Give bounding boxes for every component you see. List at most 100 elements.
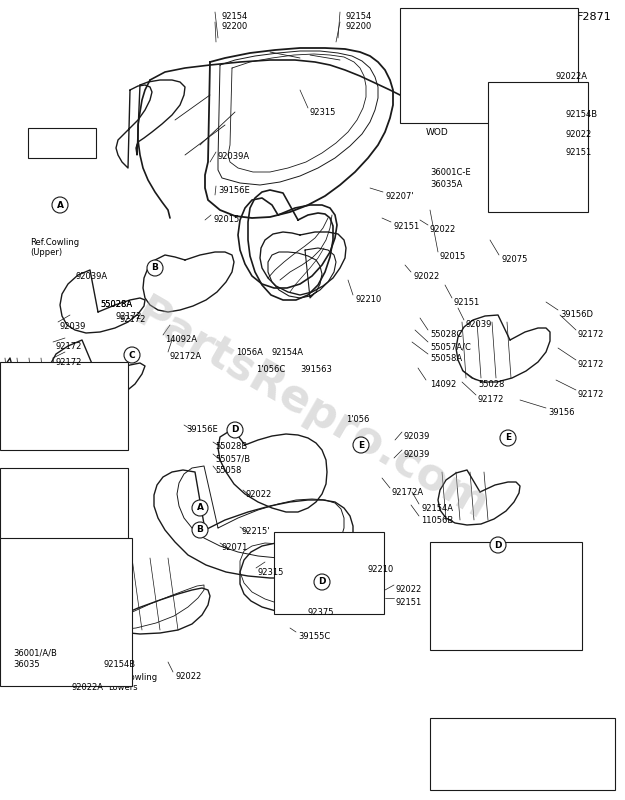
Text: 55028B: 55028B (215, 442, 248, 451)
Bar (274, 532, 384, 614)
Text: 92210: 92210 (368, 565, 394, 574)
Text: 92015: 92015 (213, 215, 239, 224)
Text: 92215': 92215' (242, 527, 271, 536)
Text: Black: Black (4, 378, 27, 387)
Text: 92022A: 92022A (555, 72, 587, 81)
Text: WD: WD (460, 636, 476, 645)
Text: 92172: 92172 (120, 315, 146, 324)
Text: Lowers: Lowers (108, 683, 138, 692)
Text: 39155C: 39155C (298, 632, 330, 641)
Text: 11056B: 11056B (421, 516, 453, 525)
Text: 92172: 92172 (55, 358, 81, 367)
Text: 92022A: 92022A (72, 683, 104, 692)
Text: 36035: 36035 (13, 660, 39, 669)
Text: D: D (318, 578, 326, 586)
Text: 92151: 92151 (454, 298, 480, 307)
Text: 92172: 92172 (578, 390, 604, 399)
Text: 14092A: 14092A (165, 335, 197, 344)
Text: 92200: 92200 (345, 22, 371, 31)
Text: 92375: 92375 (308, 608, 334, 617)
Text: 55058A: 55058A (430, 354, 462, 363)
Text: 92172: 92172 (115, 312, 141, 321)
Bar (0, 538, 132, 686)
Text: 92200: 92200 (222, 22, 248, 31)
Text: (36035/A)   (JGF): (36035/A) (JGF) (4, 366, 74, 375)
Text: 92022: 92022 (430, 225, 456, 234)
Text: 92039A: 92039A (218, 152, 250, 161)
Text: 92315: 92315 (258, 568, 284, 577)
Text: 92022: 92022 (565, 130, 591, 139)
Bar (0, 468, 128, 576)
Text: 92022: 92022 (245, 490, 271, 499)
Text: WOD: WOD (426, 128, 449, 137)
Circle shape (192, 500, 208, 516)
Text: 92172: 92172 (578, 330, 604, 339)
Text: 55028: 55028 (478, 380, 504, 389)
Text: 55028C: 55028C (430, 330, 462, 339)
Bar (430, 718, 615, 790)
Text: 36001C-E: 36001C-E (430, 168, 471, 177)
Text: 92071: 92071 (222, 543, 248, 552)
Text: 92172: 92172 (478, 395, 504, 404)
Text: 92154B: 92154B (103, 660, 135, 669)
Text: D: D (494, 541, 502, 550)
Text: 92151: 92151 (565, 148, 591, 157)
Text: (Upper): (Upper) (30, 248, 62, 257)
Circle shape (490, 537, 506, 553)
Text: 92039: 92039 (404, 432, 431, 441)
Text: 92172A: 92172A (170, 352, 202, 361)
Text: Ref.Cowling: Ref.Cowling (30, 238, 79, 247)
Text: 391563: 391563 (300, 365, 332, 374)
Text: (55058/A): (55058/A) (452, 758, 498, 767)
Text: 92210: 92210 (355, 295, 381, 304)
Text: Gray/Green: Gray/Green (539, 730, 591, 739)
Text: (55057B/C): (55057B/C) (449, 730, 501, 739)
Text: 92172: 92172 (578, 360, 604, 369)
Text: 55057/B: 55057/B (215, 454, 250, 463)
Text: 1'056C: 1'056C (256, 365, 285, 374)
Text: 55028A: 55028A (100, 300, 132, 309)
Circle shape (124, 347, 140, 363)
Text: 92207': 92207' (385, 192, 414, 201)
Text: 55057A/C: 55057A/C (430, 342, 471, 351)
Text: 92151: 92151 (393, 222, 419, 231)
Circle shape (147, 260, 163, 276)
Text: F2871: F2871 (578, 12, 612, 22)
Text: 92022: 92022 (413, 272, 439, 281)
Text: E: E (358, 441, 364, 450)
Text: A: A (56, 201, 64, 210)
Text: 92022: 92022 (396, 585, 422, 594)
Text: 92154B: 92154B (565, 110, 597, 119)
Text: 36035A: 36035A (430, 180, 462, 189)
Text: 92154A: 92154A (421, 504, 453, 513)
Text: E: E (505, 434, 511, 442)
Text: Lowers: Lowers (524, 112, 554, 121)
Text: B: B (196, 526, 204, 534)
Bar (430, 542, 582, 650)
Text: PartsRepro.com: PartsRepro.com (128, 291, 496, 529)
Text: (55028B/C)  (JHF): (55028B/C) (JHF) (404, 16, 482, 25)
Circle shape (52, 197, 68, 213)
Text: 14092: 14092 (430, 380, 456, 389)
Text: D: D (231, 426, 239, 434)
Bar (488, 82, 588, 212)
Text: 1'056: 1'056 (346, 415, 369, 424)
Text: 92015: 92015 (440, 252, 466, 261)
Text: (55058/A): (55058/A) (434, 558, 476, 567)
Text: 92039: 92039 (60, 322, 86, 331)
Bar (0, 362, 128, 450)
Text: FRONT: FRONT (39, 142, 84, 154)
Text: 92022: 92022 (175, 672, 201, 681)
Text: 92075: 92075 (501, 255, 528, 264)
Text: C: C (129, 350, 135, 359)
Circle shape (314, 574, 330, 590)
Text: 92315: 92315 (310, 108, 336, 117)
Text: 36001/A/B: 36001/A/B (13, 648, 57, 657)
Text: Gray/Black: Gray/Black (541, 758, 589, 767)
Text: 39156E: 39156E (218, 186, 250, 195)
Text: 39156D: 39156D (560, 310, 593, 319)
Text: 92172: 92172 (55, 342, 81, 351)
Text: 1056A: 1056A (236, 348, 263, 357)
Circle shape (500, 430, 516, 446)
Text: 92151: 92151 (396, 598, 422, 607)
